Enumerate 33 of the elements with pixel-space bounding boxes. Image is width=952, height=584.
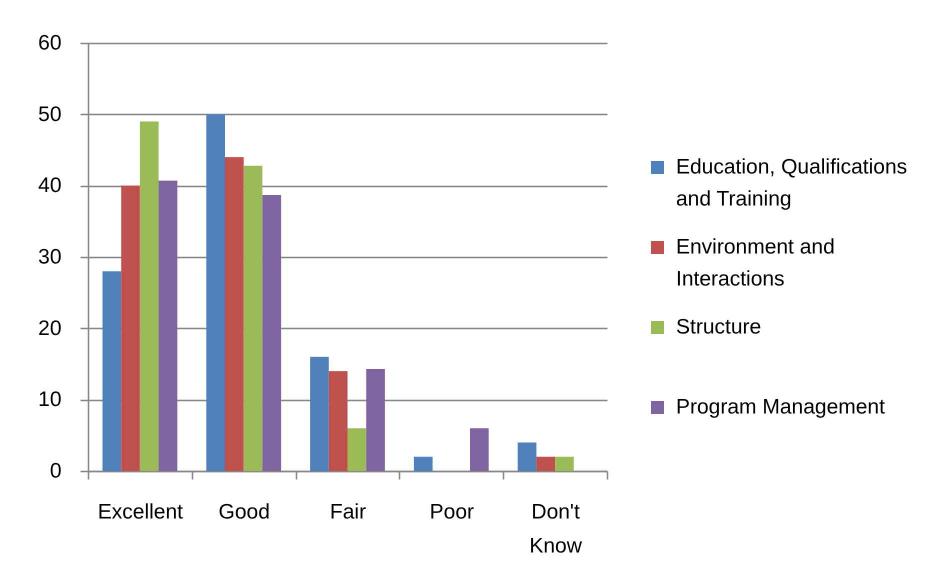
bar xyxy=(140,121,159,471)
y-tick-label: 50 xyxy=(38,102,62,126)
x-tick-label: Don't Know xyxy=(529,500,583,558)
y-tick-label: 0 xyxy=(50,460,62,482)
legend-label: Program Management xyxy=(676,396,886,418)
bar xyxy=(244,166,262,471)
bar xyxy=(158,180,178,471)
bar xyxy=(518,442,536,471)
y-tick-label: 10 xyxy=(38,388,62,412)
bar xyxy=(555,456,574,471)
x-tick-label: Fair xyxy=(330,500,366,524)
y-tick-label: 40 xyxy=(38,174,62,198)
bar xyxy=(121,186,140,471)
legend-label: Education, Qualifications and Training xyxy=(676,156,908,210)
bar xyxy=(224,157,244,471)
y-tick-label: 30 xyxy=(38,246,62,268)
bar xyxy=(470,428,489,471)
x-tick-label: Good xyxy=(218,500,270,524)
bar xyxy=(366,368,385,471)
bar xyxy=(102,271,122,471)
bar xyxy=(536,456,556,471)
bar xyxy=(262,194,282,471)
legend-label: Environment and Interactions xyxy=(676,236,835,290)
bar xyxy=(328,371,348,471)
bar xyxy=(206,114,225,471)
bar xyxy=(414,456,433,471)
legend-label: Structure xyxy=(676,316,762,338)
x-tick-label: Poor xyxy=(430,500,474,524)
x-tick-label: Excellent xyxy=(98,500,184,524)
bar xyxy=(348,428,366,471)
y-tick-label: 20 xyxy=(38,316,62,340)
y-tick-label: 60 xyxy=(38,32,62,54)
bar xyxy=(310,356,329,471)
